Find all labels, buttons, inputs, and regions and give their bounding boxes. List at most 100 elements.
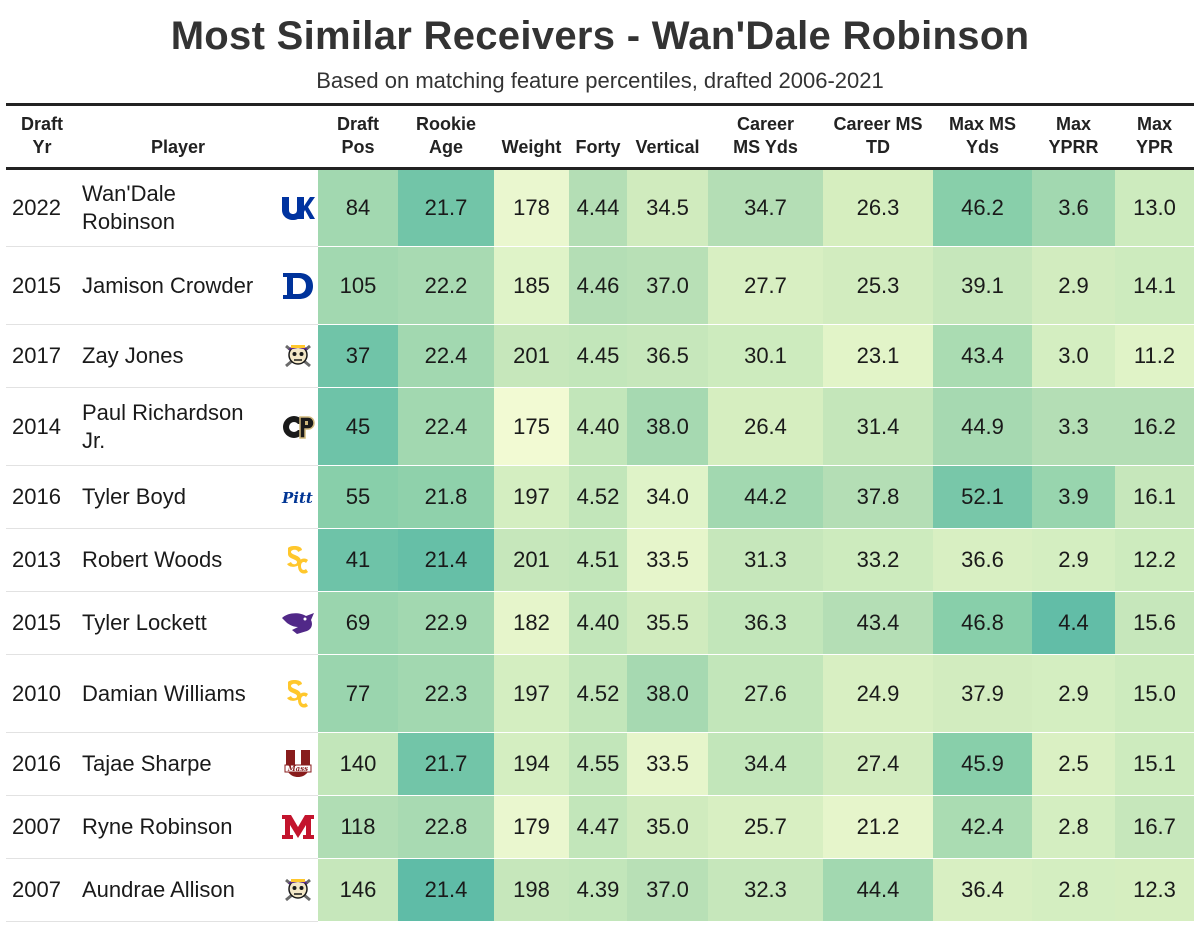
page-subtitle: Based on matching feature percentiles, d… [316,68,884,93]
draft-year-cell: 2007 [6,795,78,859]
stat-cell-rookie-age: 22.9 [398,591,494,655]
stat-cell-draft-pos: 45 [318,387,398,466]
header-player: Player [150,137,206,157]
header-career-ms-td: Career MS TD [833,114,923,157]
player-name-cell: Wan'Dale Robinson [78,168,278,247]
stat-cell-forty: 4.44 [569,168,627,247]
player-name-cell: Ryne Robinson [78,795,278,859]
stat-cell-career-ms-yds: 27.7 [708,246,823,325]
stat-cell-rookie-age: 21.4 [398,528,494,592]
stat-cell-forty: 4.45 [569,324,627,388]
colorado-logo [280,412,316,442]
stat-cell-forty: 4.39 [569,858,627,922]
stat-cell-forty: 4.52 [569,654,627,733]
stat-cell-rookie-age: 21.7 [398,168,494,247]
stat-cell-max-yprr: 2.9 [1032,246,1115,325]
stat-cell-vertical: 38.0 [627,387,708,466]
table-row: 2016 Tyler Boyd Pitt 55 21.8 197 4.52 34.0 44.2 3… [6,465,1194,529]
stat-cell-career-ms-td: 24.9 [823,654,933,733]
draft-year-cell: 2016 [6,465,78,529]
umass-logo: Mass [280,749,316,779]
header-max-ms-yds: Max MS Yds [948,114,1017,157]
stat-cell-career-ms-td: 31.4 [823,387,933,466]
stat-cell-draft-pos: 105 [318,246,398,325]
player-name-cell: Damian Williams [78,654,278,733]
header-weight: Weight [501,137,562,157]
stat-cell-career-ms-yds: 34.4 [708,732,823,796]
stat-cell-max-yprr: 3.3 [1032,387,1115,466]
stat-cell-career-ms-yds: 27.6 [708,654,823,733]
header-row: Draft Yr Player Draft Pos Rookie Age Wei… [6,105,1194,169]
stat-cell-rookie-age: 22.3 [398,654,494,733]
kentucky-logo [280,193,316,223]
stat-cell-career-ms-td: 26.3 [823,168,933,247]
school-logo-cell: Pitt [278,465,318,529]
stat-cell-max-ypr: 13.0 [1115,168,1194,247]
kansas-state-logo [280,608,316,638]
stat-cell-weight: 198 [494,858,569,922]
stat-cell-career-ms-td: 33.2 [823,528,933,592]
stat-cell-max-ms-yds: 46.8 [933,591,1032,655]
stat-cell-draft-pos: 118 [318,795,398,859]
stat-cell-weight: 194 [494,732,569,796]
stat-cell-max-yprr: 2.9 [1032,654,1115,733]
draft-year-cell: 2013 [6,528,78,592]
stat-cell-max-ypr: 16.2 [1115,387,1194,466]
header-rookie-age: Rookie Age [415,114,476,157]
stat-cell-max-ypr: 15.6 [1115,591,1194,655]
player-name-cell: Jamison Crowder [78,246,278,325]
stat-cell-career-ms-yds: 26.4 [708,387,823,466]
stat-cell-forty: 4.40 [569,591,627,655]
stat-cell-max-ms-yds: 36.6 [933,528,1032,592]
header-draft-pos: Draft Pos [336,114,379,157]
stat-cell-weight: 197 [494,654,569,733]
stat-cell-max-ms-yds: 52.1 [933,465,1032,529]
stat-cell-max-ms-yds: 43.4 [933,324,1032,388]
stat-cell-vertical: 34.5 [627,168,708,247]
stat-cell-weight: 175 [494,387,569,466]
stat-cell-career-ms-yds: 25.7 [708,795,823,859]
stat-cell-max-yprr: 2.8 [1032,858,1115,922]
stat-cell-weight: 197 [494,465,569,529]
east-carolina-logo [280,875,316,905]
stat-cell-weight: 185 [494,246,569,325]
header-forty: Forty [575,137,621,157]
stat-cell-career-ms-td: 37.8 [823,465,933,529]
school-logo-cell [278,168,318,247]
stat-cell-max-ypr: 15.1 [1115,732,1194,796]
stat-cell-max-ypr: 16.1 [1115,465,1194,529]
stat-cell-rookie-age: 22.4 [398,324,494,388]
stat-cell-forty: 4.46 [569,246,627,325]
stat-cell-career-ms-td: 43.4 [823,591,933,655]
stat-cell-vertical: 37.0 [627,858,708,922]
stat-cell-max-yprr: 3.9 [1032,465,1115,529]
stat-cell-rookie-age: 21.7 [398,732,494,796]
player-name-cell: Tajae Sharpe [78,732,278,796]
pitt-logo: Pitt [280,482,316,512]
school-logo-cell [278,858,318,922]
school-logo-cell: Mass [278,732,318,796]
stat-cell-max-ypr: 12.2 [1115,528,1194,592]
player-name-cell: Robert Woods [78,528,278,592]
stat-cell-max-ypr: 12.3 [1115,858,1194,922]
stat-cell-max-ms-yds: 46.2 [933,168,1032,247]
stat-cell-vertical: 33.5 [627,732,708,796]
stat-cell-vertical: 34.0 [627,465,708,529]
duke-logo [280,271,316,301]
stat-cell-max-yprr: 2.8 [1032,795,1115,859]
stat-cell-max-ypr: 16.7 [1115,795,1194,859]
table-row: 2007 Ryne Robinson 118 22.8 179 4.47 35.0 25.7 2… [6,795,1194,859]
stat-cell-forty: 4.51 [569,528,627,592]
table-row: 2013 Robert Woods 41 21.4 201 4.51 33.5 31.3 33.… [6,528,1194,592]
player-name-cell: Aundrae Allison [78,858,278,922]
stat-cell-career-ms-td: 21.2 [823,795,933,859]
stat-cell-max-ypr: 11.2 [1115,324,1194,388]
stat-cell-max-ms-yds: 39.1 [933,246,1032,325]
stat-cell-rookie-age: 22.8 [398,795,494,859]
stat-cell-career-ms-yds: 31.3 [708,528,823,592]
draft-year-cell: 2010 [6,654,78,733]
stat-cell-rookie-age: 21.8 [398,465,494,529]
stat-cell-rookie-age: 22.4 [398,387,494,466]
school-logo-cell [278,795,318,859]
stat-cell-career-ms-td: 23.1 [823,324,933,388]
